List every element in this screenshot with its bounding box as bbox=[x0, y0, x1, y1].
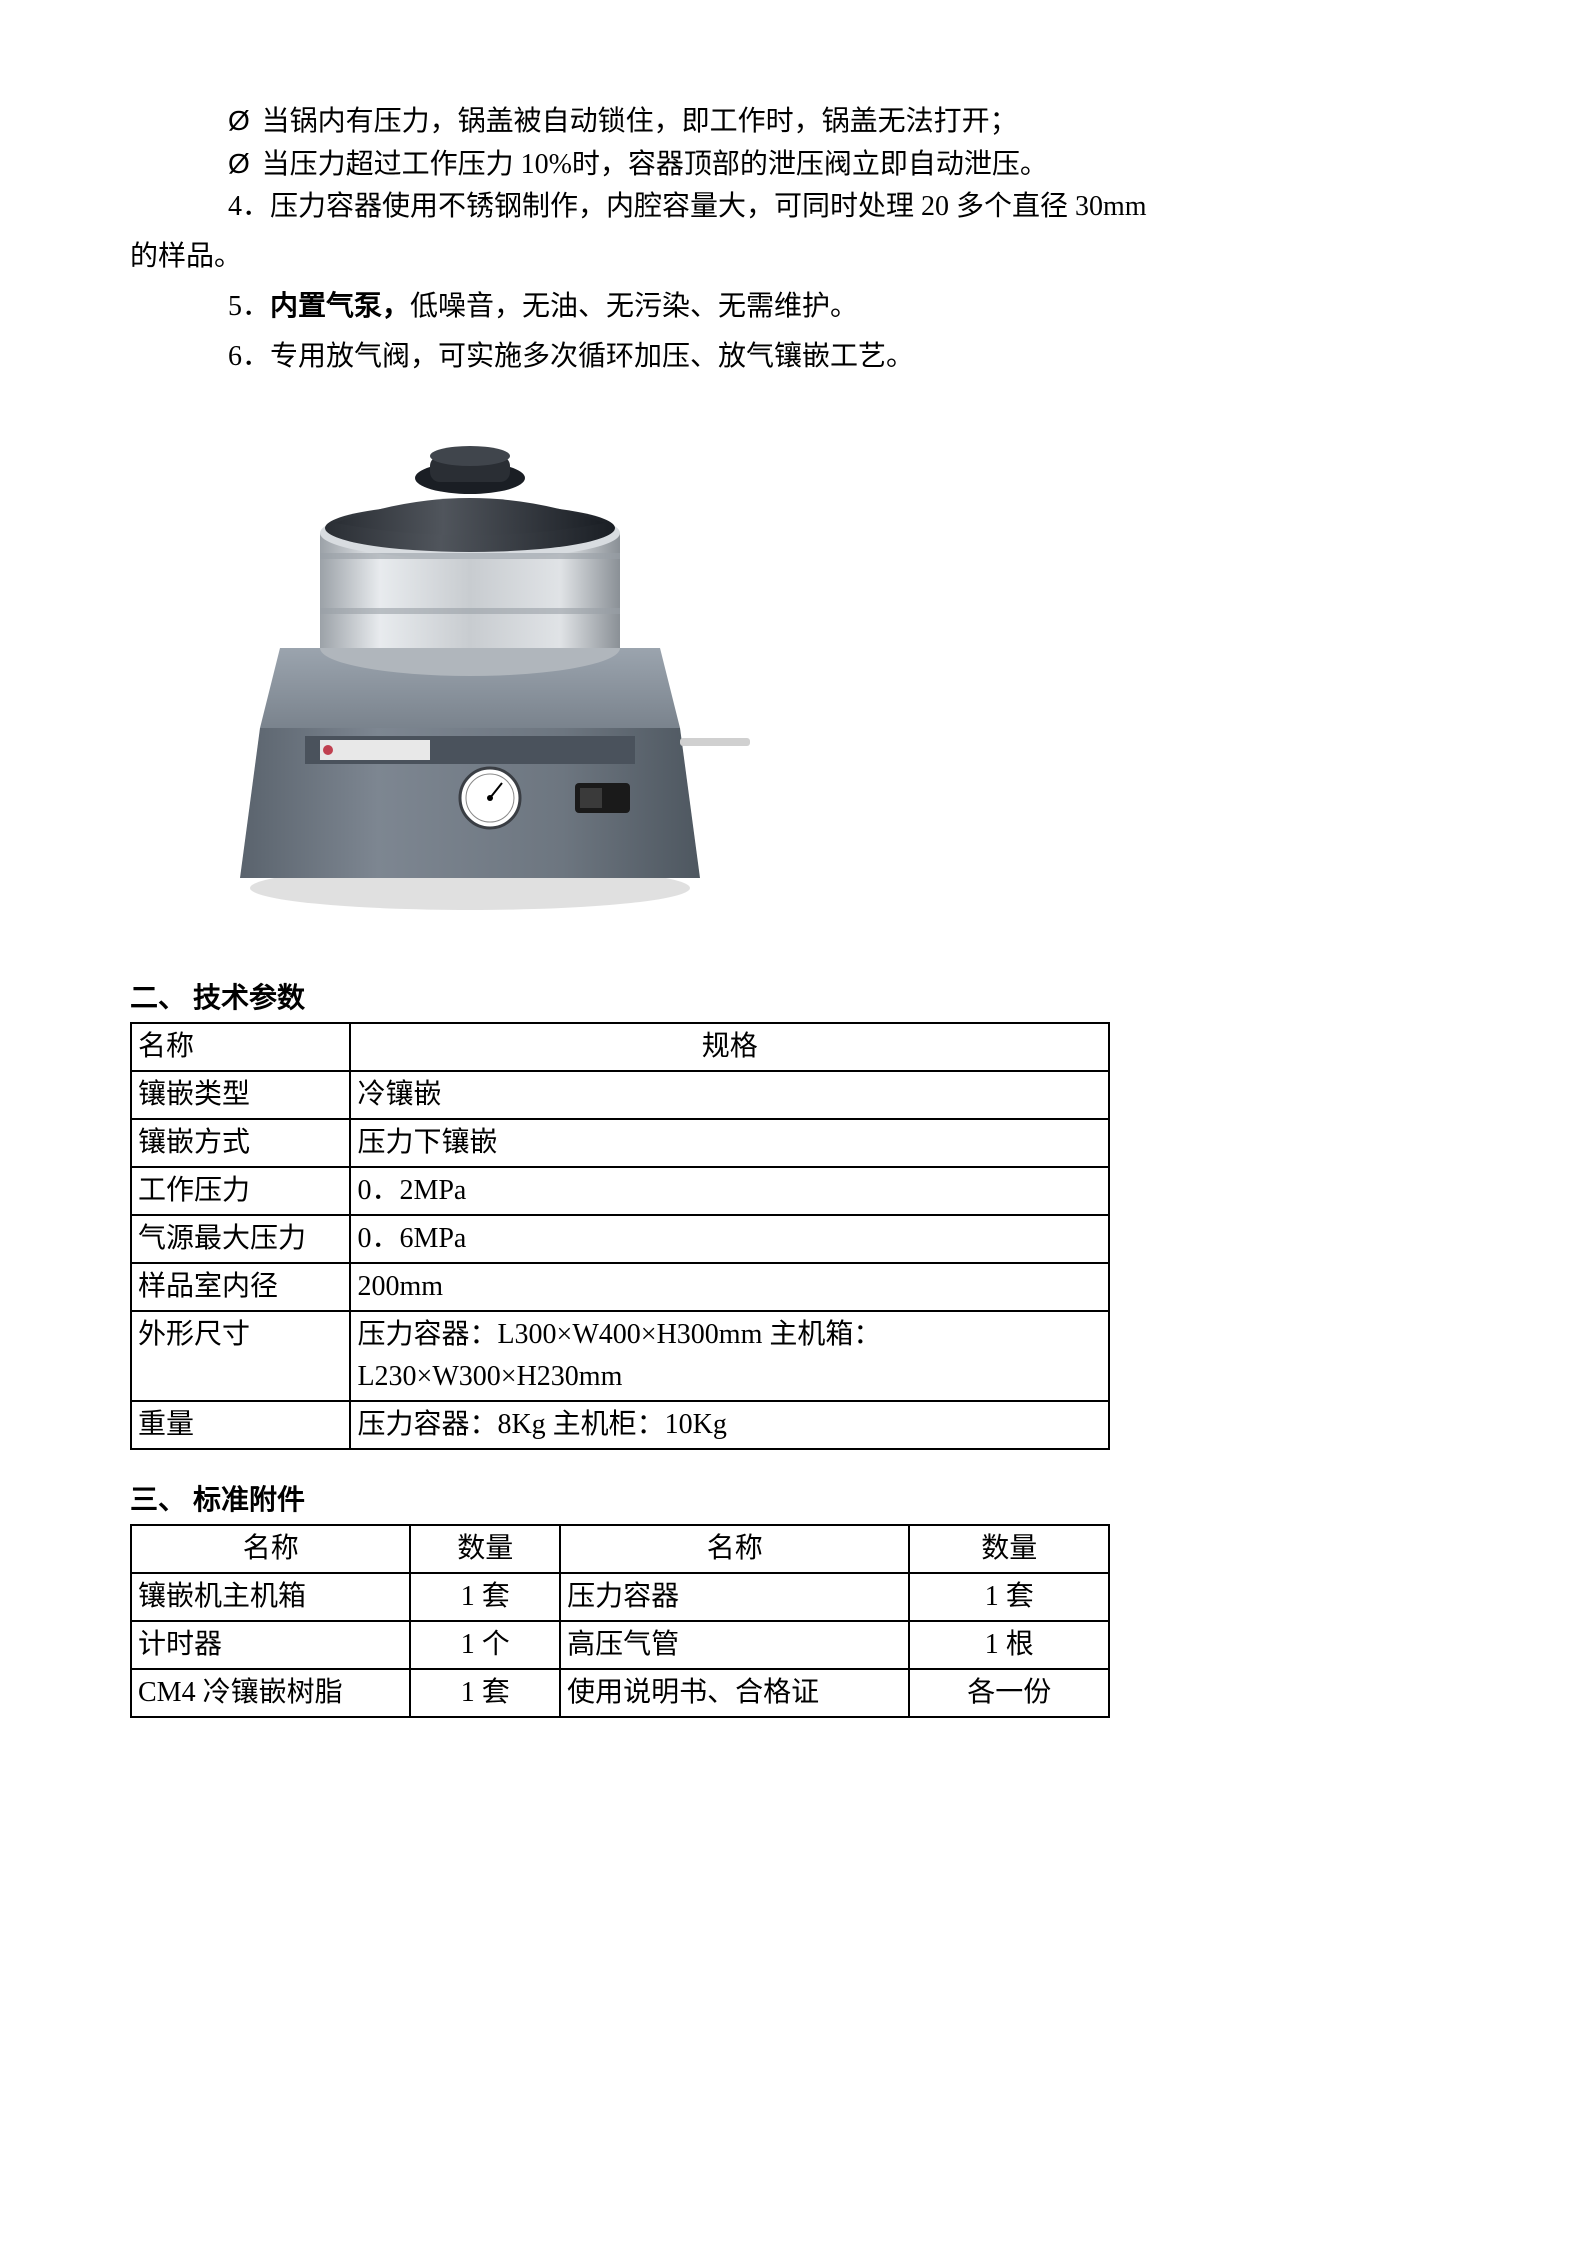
acc-header-qty: 数量 bbox=[410, 1525, 560, 1573]
para5-prefix: 5． bbox=[228, 291, 270, 322]
acc-name: 镶嵌机主机箱 bbox=[131, 1573, 410, 1621]
para5-rest: 低噪音，无油、无污染、无需维护。 bbox=[410, 291, 858, 322]
acc-header-name: 名称 bbox=[131, 1525, 410, 1573]
spec-header-name: 名称 bbox=[131, 1023, 350, 1071]
acc-name2: 使用说明书、合格证 bbox=[560, 1669, 909, 1717]
spec-value: 0．6MPa bbox=[350, 1215, 1109, 1263]
bullet-text-2: 当压力超过工作压力 10%时，容器顶部的泄压阀立即自动泄压。 bbox=[262, 149, 1048, 180]
acc-name2: 高压气管 bbox=[560, 1621, 909, 1669]
spec-value: 200mm bbox=[350, 1263, 1109, 1311]
spec-name: 镶嵌类型 bbox=[131, 1071, 350, 1119]
table-row: 重量压力容器：8Kg 主机柜：10Kg bbox=[131, 1401, 1109, 1449]
acc-header-row: 名称 数量 名称 数量 bbox=[131, 1525, 1109, 1573]
spec-name: 气源最大压力 bbox=[131, 1215, 350, 1263]
table-row: 样品室内径200mm bbox=[131, 1263, 1109, 1311]
paragraph-5: 5．内置气泵，低噪音，无油、无污染、无需维护。 bbox=[130, 286, 1457, 328]
bullet-line-1: Ø当锅内有压力，锅盖被自动锁住，即工作时，锅盖无法打开； bbox=[130, 100, 1457, 143]
bullet-icon: Ø bbox=[228, 143, 262, 185]
table-row: CM4 冷镶嵌树脂 1 套 使用说明书、合格证 各一份 bbox=[131, 1669, 1109, 1717]
acc-qty2: 1 套 bbox=[909, 1573, 1109, 1621]
acc-qty2: 各一份 bbox=[909, 1669, 1109, 1717]
acc-header-name2: 名称 bbox=[560, 1525, 909, 1573]
table-row: 外形尺寸压力容器：L300×W400×H300mm 主机箱： L230×W300… bbox=[131, 1311, 1109, 1401]
acc-name2: 压力容器 bbox=[560, 1573, 909, 1621]
spec-header-row: 名称 规格 bbox=[131, 1023, 1109, 1071]
spec-value: 0．2MPa bbox=[350, 1167, 1109, 1215]
acc-qty: 1 套 bbox=[410, 1669, 560, 1717]
product-image bbox=[190, 418, 750, 918]
acc-qty2: 1 根 bbox=[909, 1621, 1109, 1669]
spec-value: 压力容器：8Kg 主机柜：10Kg bbox=[350, 1401, 1109, 1449]
table-row: 镶嵌机主机箱 1 套 压力容器 1 套 bbox=[131, 1573, 1109, 1621]
document-content: Ø当锅内有压力，锅盖被自动锁住，即工作时，锅盖无法打开； Ø当压力超过工作压力 … bbox=[130, 100, 1457, 1718]
acc-name: 计时器 bbox=[131, 1621, 410, 1669]
para5-bold: 内置气泵， bbox=[270, 291, 410, 322]
table-row: 镶嵌方式压力下镶嵌 bbox=[131, 1119, 1109, 1167]
spec-name: 工作压力 bbox=[131, 1167, 350, 1215]
bullet-line-2: Ø当压力超过工作压力 10%时，容器顶部的泄压阀立即自动泄压。 bbox=[130, 143, 1457, 186]
spec-value: 压力容器：L300×W400×H300mm 主机箱： L230×W300×H23… bbox=[350, 1311, 1109, 1401]
spec-name: 重量 bbox=[131, 1401, 350, 1449]
section-3-heading: 三、 标准附件 bbox=[130, 1480, 1457, 1522]
acc-header-qty2: 数量 bbox=[909, 1525, 1109, 1573]
bullet-text-1: 当锅内有压力，锅盖被自动锁住，即工作时，锅盖无法打开； bbox=[262, 106, 1018, 137]
bullet-icon: Ø bbox=[228, 100, 262, 142]
spec-name: 样品室内径 bbox=[131, 1263, 350, 1311]
paragraph-4b: 的样品。 bbox=[130, 236, 1457, 278]
spec-name: 外形尺寸 bbox=[131, 1311, 350, 1401]
spec-table: 名称 规格 镶嵌类型冷镶嵌 镶嵌方式压力下镶嵌 工作压力0．2MPa 气源最大压… bbox=[130, 1022, 1110, 1450]
acc-qty: 1 个 bbox=[410, 1621, 560, 1669]
spec-value: 冷镶嵌 bbox=[350, 1071, 1109, 1119]
acc-qty: 1 套 bbox=[410, 1573, 560, 1621]
accessory-table: 名称 数量 名称 数量 镶嵌机主机箱 1 套 压力容器 1 套 计时器 1 个 … bbox=[130, 1524, 1110, 1718]
spec-header-spec: 规格 bbox=[350, 1023, 1109, 1071]
section-2-heading: 二、 技术参数 bbox=[130, 978, 1457, 1020]
paragraph-6: 6．专用放气阀，可实施多次循环加压、放气镶嵌工艺。 bbox=[130, 336, 1457, 378]
acc-name: CM4 冷镶嵌树脂 bbox=[131, 1669, 410, 1717]
product-svg bbox=[190, 418, 750, 918]
table-row: 镶嵌类型冷镶嵌 bbox=[131, 1071, 1109, 1119]
spec-value: 压力下镶嵌 bbox=[350, 1119, 1109, 1167]
table-row: 计时器 1 个 高压气管 1 根 bbox=[131, 1621, 1109, 1669]
table-row: 工作压力0．2MPa bbox=[131, 1167, 1109, 1215]
paragraph-4: 4．压力容器使用不锈钢制作，内腔容量大，可同时处理 20 多个直径 30mm bbox=[130, 186, 1457, 228]
table-row: 气源最大压力0．6MPa bbox=[131, 1215, 1109, 1263]
spec-name: 镶嵌方式 bbox=[131, 1119, 350, 1167]
